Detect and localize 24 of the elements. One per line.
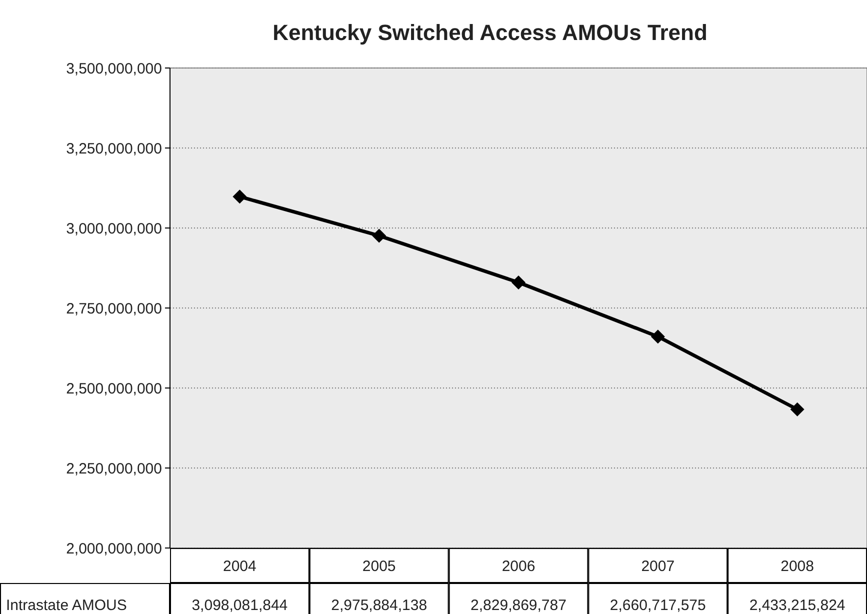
y-tick-label: 3,500,000,000 <box>66 60 162 78</box>
x-tick-label: 2007 <box>641 558 675 575</box>
x-tick-label: 2006 <box>502 558 536 575</box>
y-tick-label: 2,000,000,000 <box>66 540 162 558</box>
x-tick-label: 2008 <box>780 558 814 575</box>
y-tick-label: 3,250,000,000 <box>66 140 162 158</box>
y-tick-label: 2,500,000,000 <box>66 380 162 398</box>
y-tick-label: 2,250,000,000 <box>66 460 162 478</box>
point <box>512 275 526 290</box>
point <box>790 402 804 416</box>
x-tick-label: 2004 <box>223 558 256 575</box>
data-label: 2,660,717,575 <box>610 596 706 614</box>
point <box>232 190 247 204</box>
point <box>650 330 665 344</box>
x-tick-label: 2005 <box>362 558 396 575</box>
point <box>372 228 386 243</box>
y-tick-label: 3,000,000,000 <box>66 220 162 238</box>
text: Intrastate AMOUS <box>6 596 127 614</box>
y-tick-label: 2,750,000,000 <box>66 300 162 318</box>
chart-title: Kentucky Switched Access AMOUs Trend <box>272 20 708 45</box>
data-label: 2,975,884,138 <box>331 596 428 614</box>
data-label: 3,098,081,844 <box>192 596 288 614</box>
data-label: 2,433,215,824 <box>749 596 846 614</box>
data-label: 2,829,869,787 <box>470 596 566 614</box>
